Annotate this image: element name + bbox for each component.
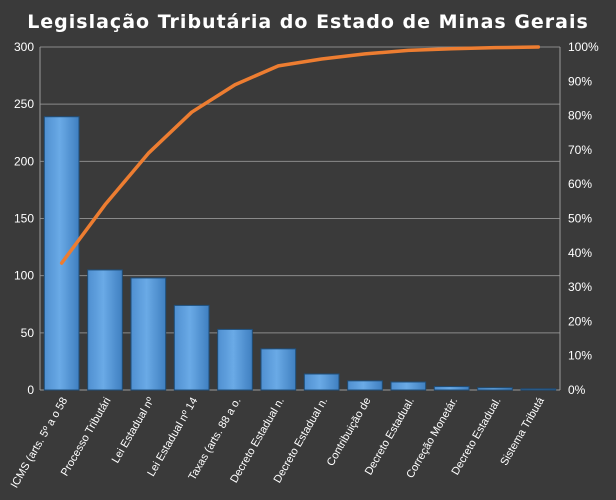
bar — [347, 380, 383, 391]
x-tick-label: Contribuição de — [325, 396, 374, 469]
y-tick-label: 150 — [14, 212, 34, 226]
y2-tick-label: 50% — [568, 212, 592, 226]
y2-tick-label: 90% — [568, 74, 592, 88]
grid-lines — [40, 46, 560, 391]
x-tick-label: Decreto Estadual. — [449, 396, 503, 478]
y2-tick-label: 100% — [568, 40, 599, 54]
bar — [87, 269, 123, 391]
y2-tick-label: 60% — [568, 177, 592, 191]
y2-tick-label: 70% — [568, 143, 592, 157]
y2-tick-label: 30% — [568, 280, 592, 294]
bar — [173, 304, 210, 391]
y-tick-label: 100 — [14, 269, 34, 283]
y-axis-right: 0% 10% 20% 30% 40% 50% 60% 70% 80% 90% 100% — [559, 40, 599, 397]
cumulative-line — [59, 45, 541, 265]
x-tick-label: Sistema Tributá — [498, 395, 547, 468]
y-axis-left: 0 50 100 150 200 250 300 — [14, 40, 41, 397]
cumulative-percent-line — [59, 45, 541, 265]
bar — [303, 373, 340, 391]
bar — [477, 387, 513, 391]
y2-tick-label: 40% — [568, 246, 592, 260]
bar — [520, 388, 557, 391]
bar — [433, 386, 470, 391]
bar — [43, 116, 80, 391]
y2-tick-label: 0% — [568, 383, 586, 397]
bar — [130, 277, 167, 391]
y-tick-label: 200 — [14, 154, 34, 168]
x-tick-label: Processo Tributári — [59, 396, 114, 479]
bar — [260, 348, 297, 391]
chart-title: Legislação Tributária do Estado de Minas… — [27, 11, 589, 33]
bars — [43, 116, 557, 391]
bar — [217, 328, 253, 391]
bar — [390, 381, 427, 391]
y-tick-label: 300 — [14, 40, 34, 54]
x-tick-label: Lei Estadual nº — [110, 396, 157, 466]
y-tick-label: 250 — [14, 97, 34, 111]
y-tick-label: 0 — [27, 383, 34, 397]
y-tick-label: 50 — [21, 326, 35, 340]
x-tick-label: ICMS (arts. 5º a o 58 — [9, 396, 71, 491]
y2-tick-label: 80% — [568, 109, 592, 123]
y2-tick-label: 10% — [568, 349, 592, 363]
y2-tick-label: 20% — [568, 314, 592, 328]
